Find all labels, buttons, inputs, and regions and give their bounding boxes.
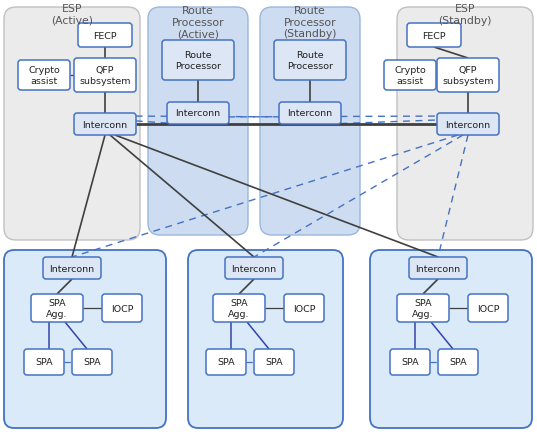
Text: SPA: SPA xyxy=(217,358,235,367)
FancyBboxPatch shape xyxy=(31,294,83,322)
FancyBboxPatch shape xyxy=(397,8,533,240)
Text: SPA
Agg.: SPA Agg. xyxy=(412,299,434,318)
Text: ESP
(Standby): ESP (Standby) xyxy=(438,4,492,25)
FancyBboxPatch shape xyxy=(18,61,70,91)
FancyBboxPatch shape xyxy=(437,59,499,93)
Text: Route
Processor: Route Processor xyxy=(287,51,333,71)
Text: ESP
(Active): ESP (Active) xyxy=(51,4,93,25)
Text: SPA
Agg.: SPA Agg. xyxy=(46,299,68,318)
FancyBboxPatch shape xyxy=(284,294,324,322)
FancyBboxPatch shape xyxy=(279,103,341,125)
Text: Interconn: Interconn xyxy=(49,264,95,273)
Text: Route
Processor
(Active): Route Processor (Active) xyxy=(172,6,224,39)
Text: Interconn: Interconn xyxy=(416,264,461,273)
FancyBboxPatch shape xyxy=(72,349,112,375)
Text: FECP: FECP xyxy=(422,32,446,40)
Text: SPA: SPA xyxy=(401,358,419,367)
FancyBboxPatch shape xyxy=(254,349,294,375)
FancyBboxPatch shape xyxy=(407,24,461,48)
FancyBboxPatch shape xyxy=(438,349,478,375)
Text: Crypto
assist: Crypto assist xyxy=(28,66,60,85)
Text: Interconn: Interconn xyxy=(83,120,128,129)
FancyBboxPatch shape xyxy=(384,61,436,91)
FancyBboxPatch shape xyxy=(409,258,467,279)
FancyBboxPatch shape xyxy=(4,8,140,240)
Text: SPA: SPA xyxy=(265,358,283,367)
Text: SPA: SPA xyxy=(449,358,467,367)
FancyBboxPatch shape xyxy=(260,8,360,236)
FancyBboxPatch shape xyxy=(397,294,449,322)
Text: IOCP: IOCP xyxy=(477,304,499,313)
Text: FECP: FECP xyxy=(93,32,117,40)
Text: IOCP: IOCP xyxy=(111,304,133,313)
Text: Interconn: Interconn xyxy=(231,264,277,273)
FancyBboxPatch shape xyxy=(162,41,234,81)
Text: Interconn: Interconn xyxy=(176,109,221,118)
Text: SPA: SPA xyxy=(83,358,101,367)
FancyBboxPatch shape xyxy=(437,114,499,136)
Text: SPA
Agg.: SPA Agg. xyxy=(228,299,250,318)
FancyBboxPatch shape xyxy=(390,349,430,375)
FancyBboxPatch shape xyxy=(167,103,229,125)
Text: QFP
subsystem: QFP subsystem xyxy=(442,66,494,85)
FancyBboxPatch shape xyxy=(468,294,508,322)
FancyBboxPatch shape xyxy=(188,251,343,428)
Text: Route
Processor: Route Processor xyxy=(175,51,221,71)
FancyBboxPatch shape xyxy=(102,294,142,322)
FancyBboxPatch shape xyxy=(370,251,532,428)
FancyBboxPatch shape xyxy=(148,8,248,236)
FancyBboxPatch shape xyxy=(206,349,246,375)
FancyBboxPatch shape xyxy=(24,349,64,375)
Text: Crypto
assist: Crypto assist xyxy=(394,66,426,85)
Text: Interconn: Interconn xyxy=(287,109,332,118)
Text: IOCP: IOCP xyxy=(293,304,315,313)
FancyBboxPatch shape xyxy=(274,41,346,81)
Text: Route
Processor
(Standby): Route Processor (Standby) xyxy=(283,6,337,39)
Text: QFP
subsystem: QFP subsystem xyxy=(79,66,130,85)
FancyBboxPatch shape xyxy=(225,258,283,279)
FancyBboxPatch shape xyxy=(74,59,136,93)
FancyBboxPatch shape xyxy=(78,24,132,48)
FancyBboxPatch shape xyxy=(74,114,136,136)
FancyBboxPatch shape xyxy=(4,251,166,428)
FancyBboxPatch shape xyxy=(43,258,101,279)
Text: Interconn: Interconn xyxy=(445,120,491,129)
FancyBboxPatch shape xyxy=(213,294,265,322)
Text: SPA: SPA xyxy=(35,358,53,367)
